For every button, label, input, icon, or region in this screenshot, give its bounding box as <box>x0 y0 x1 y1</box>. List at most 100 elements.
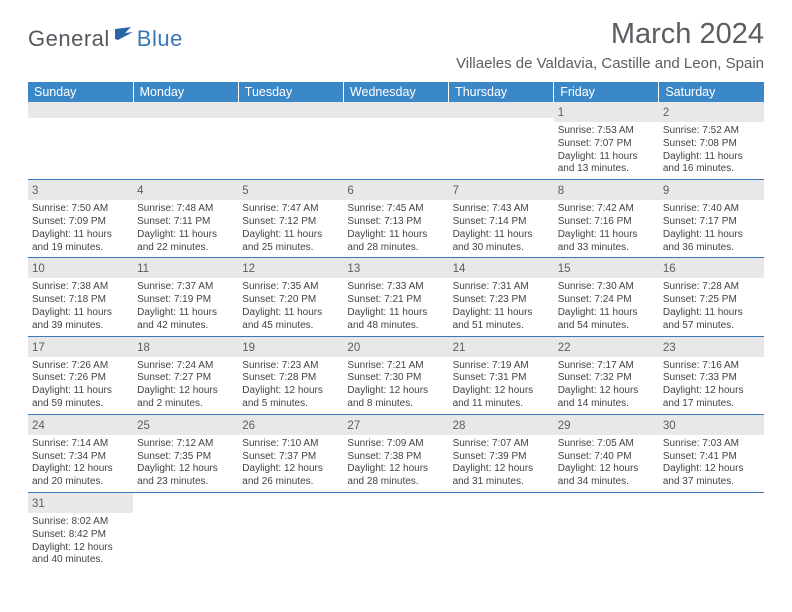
day-number: 23 <box>663 342 676 354</box>
day-details: Sunrise: 7:17 AMSunset: 7:32 PMDaylight:… <box>554 358 659 414</box>
day-number: 28 <box>453 420 466 432</box>
day-details: Sunrise: 7:53 AMSunset: 7:07 PMDaylight:… <box>554 123 659 179</box>
calendar-cell: 31 Sunrise: 8:02 AMSunset: 8:42 PMDayligh… <box>28 492 133 570</box>
day-number: 31 <box>32 498 45 510</box>
weekday-header: Thursday <box>449 82 554 102</box>
sunrise-line: Sunrise: 7:31 AM <box>453 281 550 294</box>
logo-text-2: Blue <box>137 26 183 52</box>
sunrise-line: Sunrise: 7:43 AM <box>453 203 550 216</box>
calendar-cell <box>554 492 659 570</box>
day-number: 26 <box>242 420 255 432</box>
calendar-cell: 8Sunrise: 7:42 AMSunset: 7:16 PMDaylight… <box>554 180 659 258</box>
day-details: Sunrise: 7:28 AMSunset: 7:25 PMDaylight:… <box>659 279 764 335</box>
day-details: Sunrise: 7:09 AMSunset: 7:38 PMDaylight:… <box>343 436 448 492</box>
sunrise-line: Sunrise: 7:53 AM <box>558 125 655 138</box>
day-number-row: 26 <box>238 415 343 435</box>
day-number: 15 <box>558 263 571 275</box>
day-number-row: 6 <box>343 180 448 200</box>
day-number-row: 19 <box>238 337 343 357</box>
sunrise-line: Sunrise: 7:21 AM <box>347 360 444 373</box>
daylight-line: Daylight: 11 hours and 22 minutes. <box>137 229 234 255</box>
day-number: 22 <box>558 342 571 354</box>
calendar-cell <box>133 102 238 180</box>
sunrise-line: Sunrise: 7:38 AM <box>32 281 129 294</box>
weekday-header: Tuesday <box>238 82 343 102</box>
sunset-line: Sunset: 7:39 PM <box>453 451 550 464</box>
calendar-cell: 15Sunrise: 7:30 AMSunset: 7:24 PMDayligh… <box>554 258 659 336</box>
calendar-cell: 27 Sunrise: 7:09 AMSunset: 7:38 PMDayligh… <box>343 414 448 492</box>
day-details: Sunrise: 7:21 AMSunset: 7:30 PMDaylight:… <box>343 358 448 414</box>
weekday-header: Sunday <box>28 82 133 102</box>
sunset-line: Sunset: 8:42 PM <box>32 529 129 542</box>
sunrise-line: Sunrise: 8:02 AM <box>32 516 129 529</box>
day-number-row: 29 <box>554 415 659 435</box>
weekday-header-row: SundayMondayTuesdayWednesdayThursdayFrid… <box>28 82 764 102</box>
sunset-line: Sunset: 7:18 PM <box>32 294 129 307</box>
calendar-cell: 23Sunrise: 7:16 AMSunset: 7:33 PMDayligh… <box>659 336 764 414</box>
day-number: 4 <box>137 185 143 197</box>
daylight-line: Daylight: 12 hours and 26 minutes. <box>242 463 339 489</box>
day-number-row: 9 <box>659 180 764 200</box>
calendar-cell: 28Sunrise: 7:07 AMSunset: 7:39 PMDayligh… <box>449 414 554 492</box>
daylight-line: Daylight: 11 hours and 19 minutes. <box>32 229 129 255</box>
day-details: Sunrise: 7:48 AMSunset: 7:11 PMDaylight:… <box>133 201 238 257</box>
day-details: Sunrise: 7:26 AMSunset: 7:26 PMDaylight:… <box>28 358 133 414</box>
calendar-cell <box>659 492 764 570</box>
day-number: 27 <box>347 420 360 432</box>
day-number: 11 <box>137 263 149 275</box>
sunset-line: Sunset: 7:28 PM <box>242 372 339 385</box>
day-details: Sunrise: 8:02 AMSunset: 8:42 PMDaylight:… <box>28 514 133 570</box>
calendar-cell: 25Sunrise: 7:12 AMSunset: 7:35 PMDayligh… <box>133 414 238 492</box>
sunrise-line: Sunrise: 7:42 AM <box>558 203 655 216</box>
day-details: Sunrise: 7:42 AMSunset: 7:16 PMDaylight:… <box>554 201 659 257</box>
sunset-line: Sunset: 7:37 PM <box>242 451 339 464</box>
sunset-line: Sunset: 7:34 PM <box>32 451 129 464</box>
sunrise-line: Sunrise: 7:07 AM <box>453 438 550 451</box>
sunset-line: Sunset: 7:40 PM <box>558 451 655 464</box>
daylight-line: Daylight: 12 hours and 11 minutes. <box>453 385 550 411</box>
calendar-cell: 2Sunrise: 7:52 AMSunset: 7:08 PMDaylight… <box>659 102 764 180</box>
day-details: Sunrise: 7:50 AMSunset: 7:09 PMDaylight:… <box>28 201 133 257</box>
day-details: Sunrise: 7:43 AMSunset: 7:14 PMDaylight:… <box>449 201 554 257</box>
calendar-cell: 4 Sunrise: 7:48 AMSunset: 7:11 PMDaylight… <box>133 180 238 258</box>
day-number-row: 1 <box>554 102 659 122</box>
day-number-row: 3 <box>28 180 133 200</box>
day-number: 29 <box>558 420 571 432</box>
day-number: 13 <box>347 263 360 275</box>
logo: General Blue <box>28 26 183 52</box>
calendar-cell <box>238 102 343 180</box>
calendar-table: SundayMondayTuesdayWednesdayThursdayFrid… <box>28 82 764 570</box>
daylight-line: Daylight: 11 hours and 36 minutes. <box>663 229 760 255</box>
calendar-body: 1Sunrise: 7:53 AMSunset: 7:07 PMDaylight… <box>28 102 764 570</box>
sunrise-line: Sunrise: 7:03 AM <box>663 438 760 451</box>
calendar-cell: 12Sunrise: 7:35 AMSunset: 7:20 PMDayligh… <box>238 258 343 336</box>
sunrise-line: Sunrise: 7:50 AM <box>32 203 129 216</box>
daylight-line: Daylight: 11 hours and 54 minutes. <box>558 307 655 333</box>
empty-day-header <box>238 102 343 118</box>
day-number-row: 16 <box>659 258 764 278</box>
daylight-line: Daylight: 12 hours and 20 minutes. <box>32 463 129 489</box>
empty-day-header <box>133 102 238 118</box>
day-number: 12 <box>242 263 255 275</box>
sunset-line: Sunset: 7:16 PM <box>558 216 655 229</box>
day-number: 9 <box>663 185 669 197</box>
daylight-line: Daylight: 12 hours and 17 minutes. <box>663 385 760 411</box>
daylight-line: Daylight: 12 hours and 14 minutes. <box>558 385 655 411</box>
day-number-row: 7 <box>449 180 554 200</box>
sunset-line: Sunset: 7:30 PM <box>347 372 444 385</box>
sunrise-line: Sunrise: 7:09 AM <box>347 438 444 451</box>
daylight-line: Daylight: 11 hours and 42 minutes. <box>137 307 234 333</box>
sunrise-line: Sunrise: 7:33 AM <box>347 281 444 294</box>
daylight-line: Daylight: 12 hours and 40 minutes. <box>32 542 129 568</box>
day-details: Sunrise: 7:37 AMSunset: 7:19 PMDaylight:… <box>133 279 238 335</box>
sunrise-line: Sunrise: 7:37 AM <box>137 281 234 294</box>
day-details: Sunrise: 7:10 AMSunset: 7:37 PMDaylight:… <box>238 436 343 492</box>
day-number-row: 27 <box>343 415 448 435</box>
day-number: 7 <box>453 185 459 197</box>
calendar-week-row: 17Sunrise: 7:26 AMSunset: 7:26 PMDayligh… <box>28 336 764 414</box>
calendar-cell: 17Sunrise: 7:26 AMSunset: 7:26 PMDayligh… <box>28 336 133 414</box>
title-block: March 2024 Villaeles de Valdavia, Castil… <box>456 18 764 72</box>
day-number: 21 <box>453 342 466 354</box>
sunrise-line: Sunrise: 7:47 AM <box>242 203 339 216</box>
sunrise-line: Sunrise: 7:23 AM <box>242 360 339 373</box>
